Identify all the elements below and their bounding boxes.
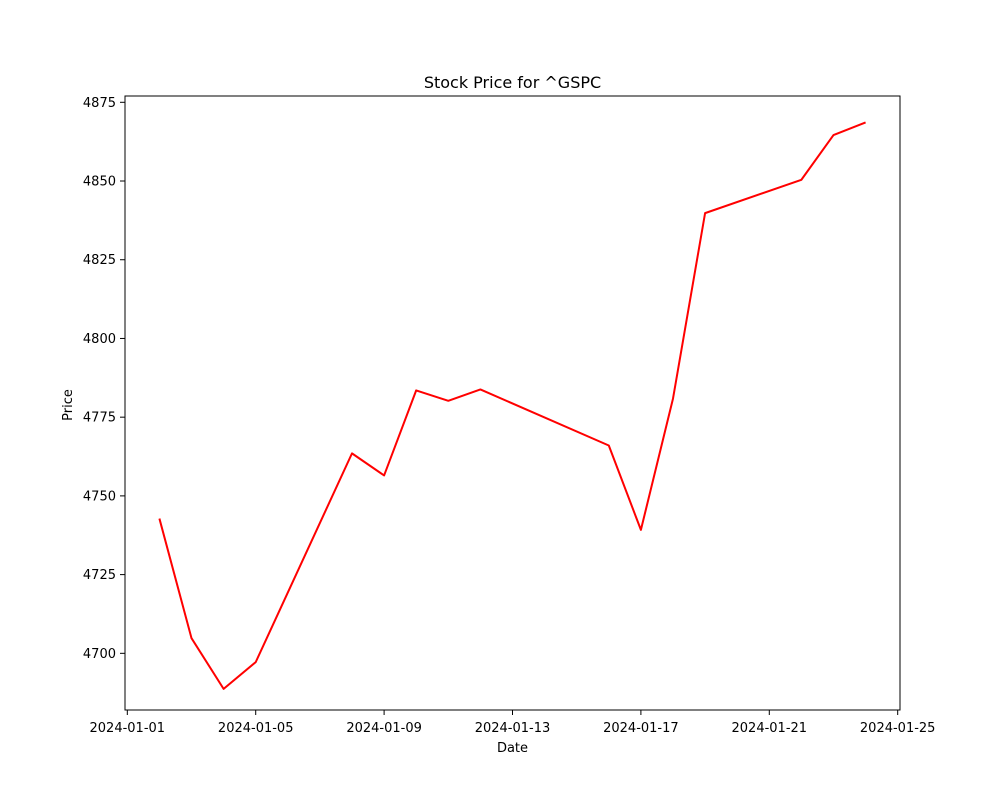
y-tick-label: 4850 xyxy=(83,175,116,190)
y-tick-label: 4800 xyxy=(83,332,116,347)
y-tick-label: 4700 xyxy=(83,647,116,662)
y-tick-label: 4775 xyxy=(83,411,116,426)
x-tick-label: 2024-01-01 xyxy=(90,721,166,736)
y-axis-label: Price xyxy=(61,389,76,421)
x-tick-label: 2024-01-05 xyxy=(218,721,294,736)
y-axis-ticks: 4700 4725 4750 4775 4800 4825 4850 4875 xyxy=(83,96,125,662)
series-line xyxy=(158,121,866,690)
x-axis-label: Date xyxy=(497,741,528,756)
x-tick-label: 2024-01-25 xyxy=(860,721,936,736)
x-tick-label: 2024-01-17 xyxy=(603,721,679,736)
y-tick-label: 4725 xyxy=(83,568,116,583)
y-tick-label: 4875 xyxy=(83,96,116,111)
chart-title: Stock Price for ^GSPC xyxy=(424,73,601,92)
plot-frame xyxy=(124,95,901,711)
x-tick-label: 2024-01-09 xyxy=(346,721,422,736)
x-tick-label: 2024-01-21 xyxy=(732,721,808,736)
y-tick-label: 4750 xyxy=(83,489,116,504)
plot-layer xyxy=(158,121,866,690)
x-axis-ticks: 2024-01-01 2024-01-05 2024-01-09 2024-01-13… xyxy=(90,710,936,736)
y-tick-label: 4825 xyxy=(83,253,116,268)
x-tick-label: 2024-01-13 xyxy=(475,721,551,736)
